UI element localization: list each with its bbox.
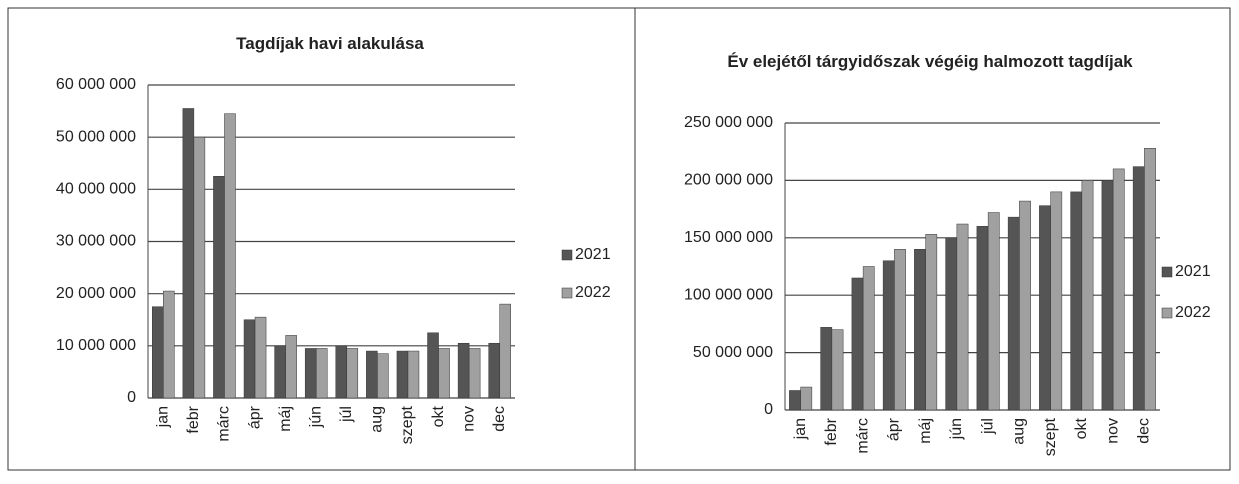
x-tick-label: máj: [917, 418, 934, 444]
x-tick-label: nov: [1104, 418, 1121, 444]
bar: [224, 113, 236, 399]
y-tick-label: 60 000 000: [56, 76, 136, 93]
bar: [274, 345, 286, 399]
legend-label: 2021: [1175, 263, 1211, 280]
bar: [1112, 168, 1125, 411]
legend-swatch: [561, 287, 573, 299]
bar: [789, 390, 801, 411]
bar: [346, 348, 359, 399]
y-tick-label: 150 000 000: [684, 229, 773, 246]
y-tick-label: 50 000 000: [693, 344, 773, 361]
bar: [1019, 200, 1031, 411]
bar: [396, 350, 409, 399]
x-tick-label: márc: [216, 406, 233, 442]
bar: [1144, 148, 1156, 411]
bar: [976, 226, 989, 411]
legend-swatch: [561, 249, 573, 261]
x-tick-label: okt: [1073, 417, 1090, 439]
legend-label: 2022: [575, 284, 611, 301]
bar: [851, 277, 864, 411]
bar: [1132, 166, 1145, 411]
legend-swatch: [1161, 266, 1173, 278]
bar: [862, 266, 875, 411]
bar: [1050, 191, 1063, 411]
bar: [163, 290, 175, 399]
bar: [427, 332, 439, 399]
bar: [800, 386, 813, 411]
bar: [468, 348, 481, 399]
bar: [831, 329, 844, 411]
bar: [407, 350, 420, 399]
bar: [945, 237, 958, 411]
bar: [193, 136, 206, 399]
y-tick-label: 10 000 000: [56, 337, 136, 354]
x-tick-label: szept: [399, 405, 416, 444]
bar: [366, 350, 378, 399]
legend-label: 2022: [1175, 304, 1211, 321]
chart-title: Év elejétől tárgyidőszak végéig halmozot…: [727, 52, 1133, 71]
bar: [335, 345, 348, 399]
bar: [182, 108, 195, 399]
bar: [243, 319, 256, 399]
bar: [914, 249, 926, 411]
x-tick-label: júl: [979, 418, 996, 435]
bar: [457, 342, 470, 399]
y-tick-label: 200 000 000: [684, 172, 773, 189]
panel-border: [634, 7, 1231, 471]
bar: [152, 306, 164, 399]
x-tick-label: ápr: [246, 405, 263, 429]
x-tick-label: aug: [369, 406, 386, 433]
bar: [285, 335, 297, 399]
y-tick-label: 0: [764, 401, 773, 418]
bar: [488, 342, 500, 399]
bar: [894, 249, 906, 411]
bar: [925, 234, 938, 411]
x-tick-label: jan: [792, 418, 809, 440]
legend-swatch: [1161, 307, 1173, 319]
y-tick-label: 50 000 000: [56, 128, 136, 145]
bar: [213, 176, 225, 399]
x-tick-label: jan: [155, 406, 172, 428]
bar: [987, 212, 1000, 411]
bar: [882, 260, 895, 411]
chart-title: Tagdíjak havi alakulása: [236, 34, 424, 53]
bar: [820, 327, 833, 411]
x-tick-label: szept: [1042, 417, 1059, 456]
x-tick-label: júl: [338, 406, 355, 423]
x-tick-label: ápr: [886, 417, 903, 441]
y-tick-label: 0: [127, 389, 136, 406]
x-tick-label: máj: [277, 406, 294, 432]
y-tick-label: 30 000 000: [56, 233, 136, 250]
y-tick-label: 20 000 000: [56, 285, 136, 302]
bar: [438, 348, 450, 399]
x-tick-label: febr: [823, 417, 840, 445]
x-tick-label: dec: [1136, 418, 1153, 444]
x-tick-label: aug: [1011, 418, 1028, 445]
y-tick-label: 250 000 000: [684, 114, 773, 131]
bar: [377, 353, 389, 399]
x-tick-label: jún: [307, 406, 324, 428]
bar: [1039, 205, 1051, 411]
x-tick-label: febr: [185, 405, 202, 433]
bar: [1081, 180, 1094, 411]
y-tick-label: 40 000 000: [56, 181, 136, 198]
x-tick-label: márc: [854, 418, 871, 454]
bar: [1007, 216, 1020, 411]
y-tick-label: 100 000 000: [684, 286, 773, 303]
bar: [304, 348, 317, 399]
bar: [254, 316, 267, 399]
bar: [1101, 180, 1114, 411]
legend-label: 2021: [575, 246, 611, 263]
bar: [1070, 191, 1083, 411]
x-tick-label: jún: [948, 418, 965, 440]
bar: [956, 223, 969, 411]
x-tick-label: okt: [430, 405, 447, 427]
bar: [499, 303, 511, 399]
x-tick-label: nov: [460, 406, 477, 432]
x-tick-label: dec: [491, 406, 508, 432]
bar: [315, 348, 328, 399]
